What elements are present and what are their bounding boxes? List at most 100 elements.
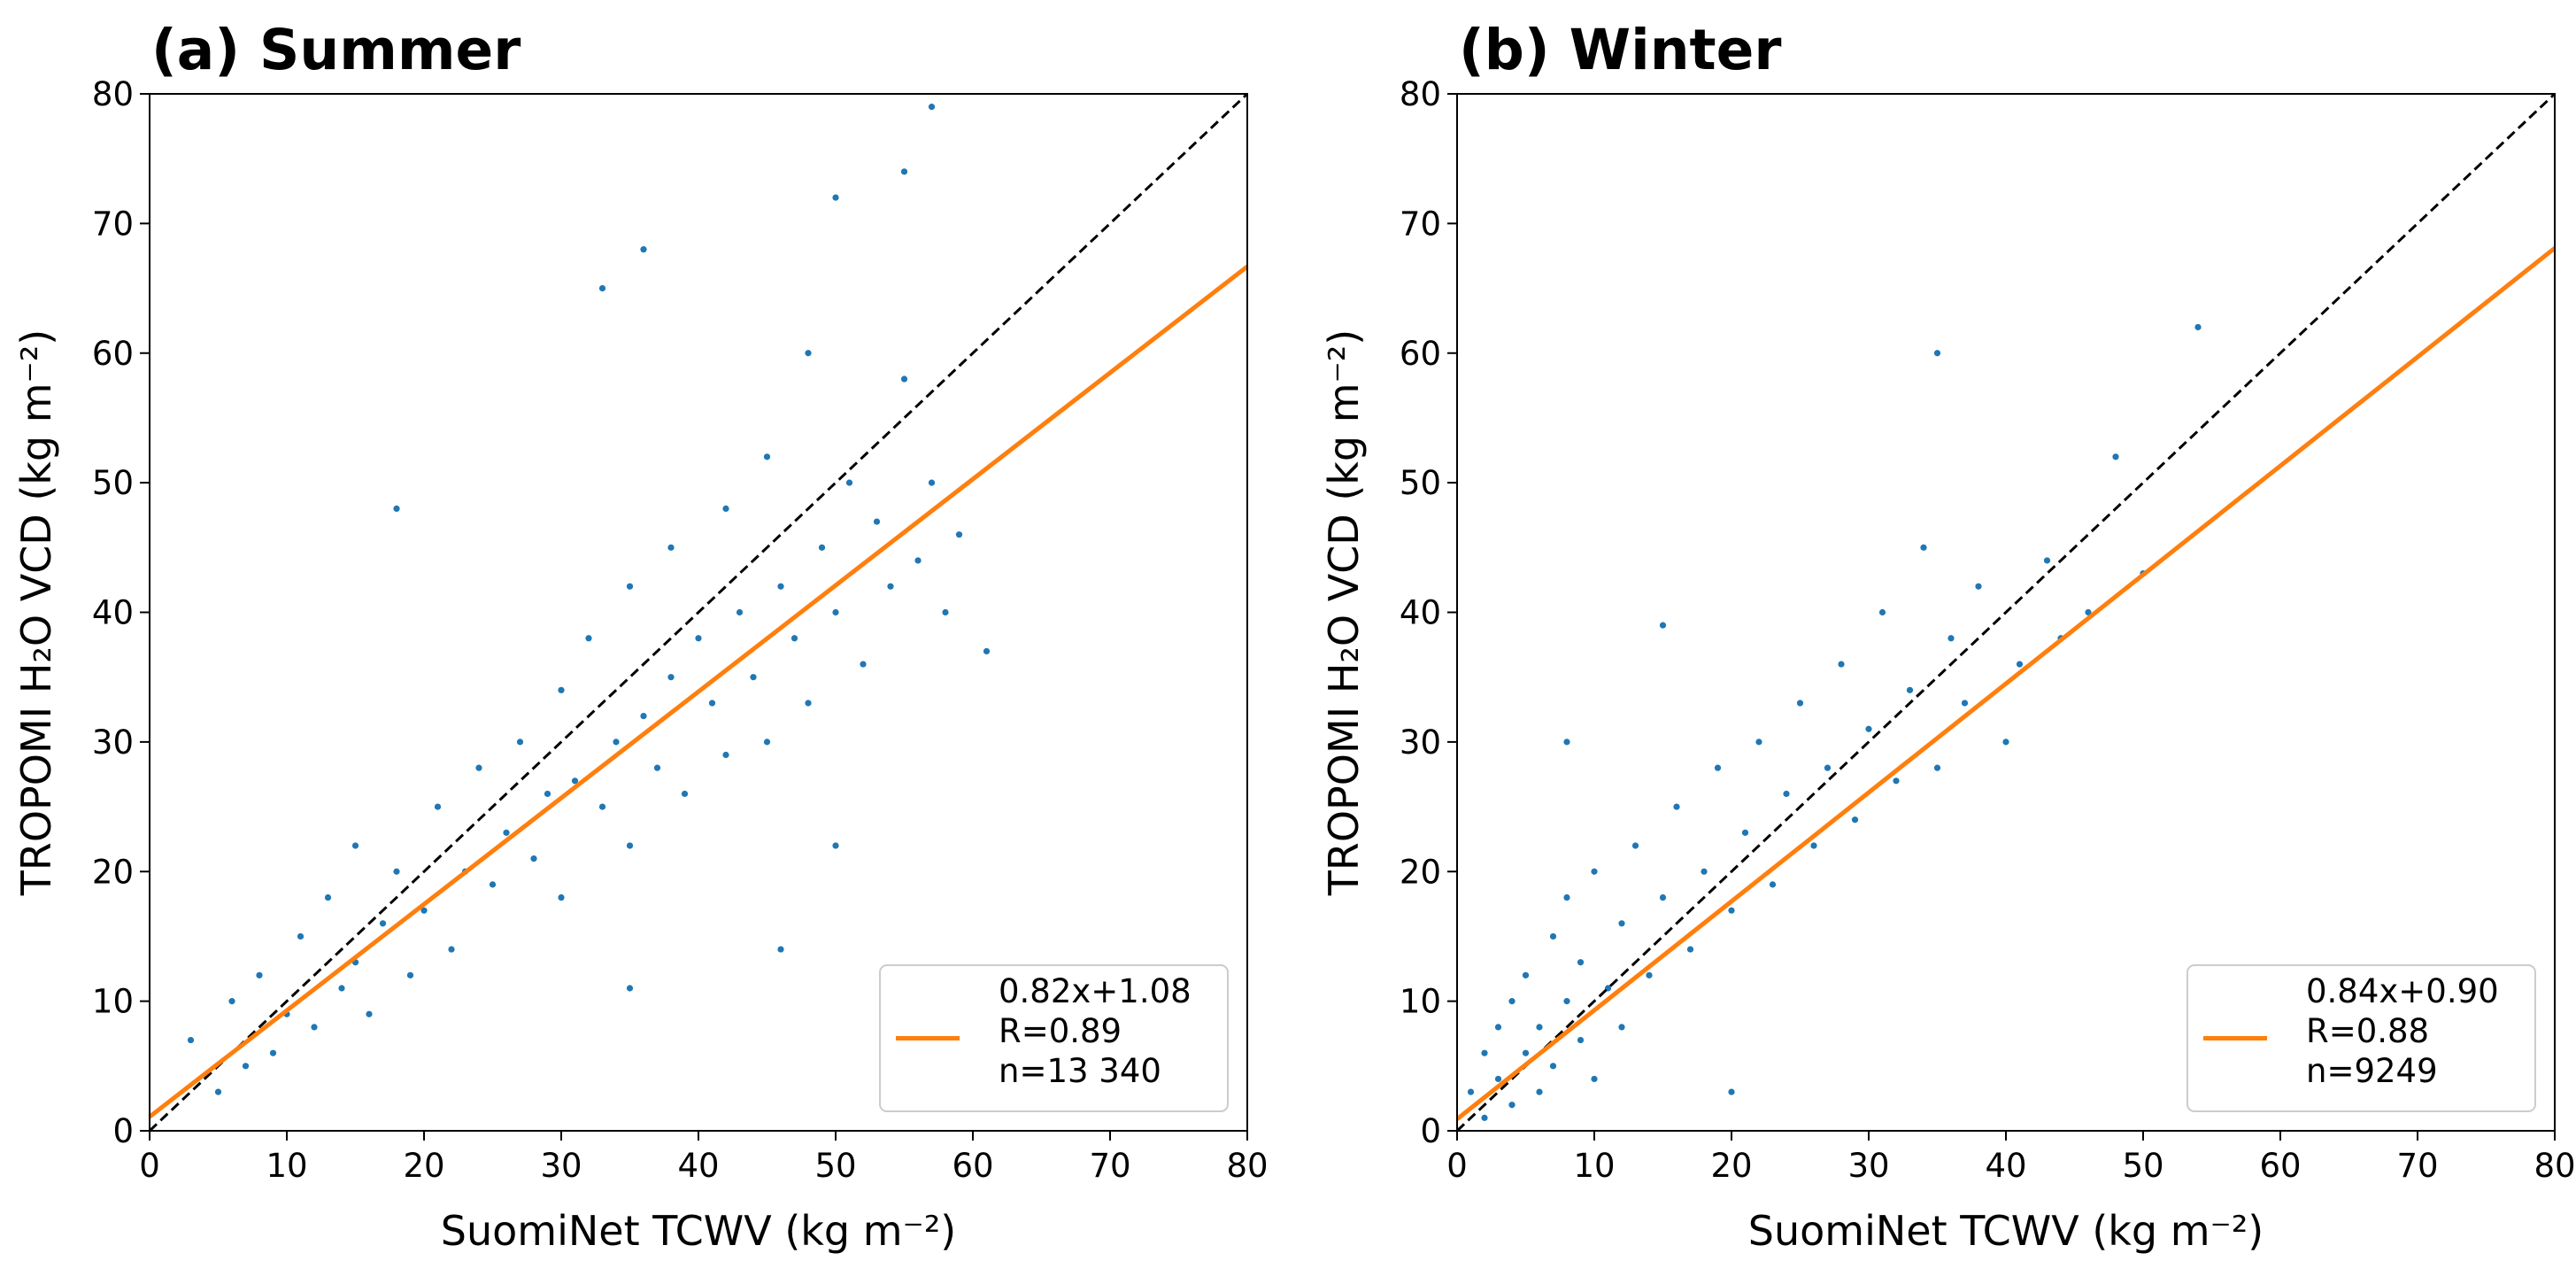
scatter-point bbox=[1824, 764, 1832, 771]
scatter-point bbox=[228, 998, 235, 1005]
y-tick-label: 60 bbox=[92, 335, 134, 373]
y-tick-label: 70 bbox=[92, 205, 134, 243]
scatter-point bbox=[1549, 1063, 1557, 1070]
scatter-point bbox=[379, 920, 387, 927]
scatter-point bbox=[1508, 1102, 1516, 1109]
scatter-point bbox=[955, 531, 963, 538]
scatter-point bbox=[338, 985, 345, 992]
scatter-point bbox=[558, 893, 565, 901]
scatter-point bbox=[805, 350, 812, 357]
legend-text: R=0.88 bbox=[2306, 1012, 2429, 1050]
identity-line bbox=[1455, 92, 2557, 1133]
scatter-point bbox=[1536, 1088, 1543, 1095]
y-tick-label: 20 bbox=[92, 853, 134, 891]
scatter-point bbox=[475, 764, 482, 771]
scatter-point bbox=[1618, 920, 1625, 927]
y-tick-label: 20 bbox=[1400, 853, 1441, 891]
scatter-point bbox=[1577, 959, 1585, 966]
scatter-point bbox=[503, 829, 510, 836]
x-tick-label: 80 bbox=[1226, 1147, 1268, 1185]
scatter-point bbox=[626, 985, 634, 992]
scatter-point bbox=[571, 777, 579, 785]
x-tick-label: 60 bbox=[2259, 1147, 2301, 1185]
scatter-point bbox=[928, 104, 936, 111]
scatter-point bbox=[2016, 661, 2024, 668]
scatter-point bbox=[653, 764, 661, 771]
scatter-point bbox=[832, 194, 839, 201]
y-axis-label: TROPOMI H₂O VCD (kg m⁻²) bbox=[1320, 329, 1368, 896]
scatter-point bbox=[544, 790, 551, 798]
scatter-point bbox=[667, 544, 675, 551]
scatter-point bbox=[640, 713, 647, 720]
scatter-point bbox=[1591, 868, 1598, 875]
scatter-point bbox=[667, 674, 675, 681]
scatter-point bbox=[420, 907, 428, 914]
scatter-point bbox=[777, 946, 784, 953]
x-tick-label: 0 bbox=[1446, 1147, 1468, 1185]
scatter-point bbox=[558, 686, 565, 693]
y-tick-label: 30 bbox=[92, 723, 134, 762]
x-tick-label: 0 bbox=[139, 1147, 160, 1185]
plot-area bbox=[148, 92, 1249, 1133]
scatter-point bbox=[750, 674, 757, 681]
scatter-point bbox=[1783, 790, 1790, 798]
scatter-point bbox=[695, 635, 702, 642]
scatter-point bbox=[1933, 764, 1941, 771]
scatter-point bbox=[1701, 868, 1708, 875]
scatter-point bbox=[1563, 998, 1570, 1005]
y-tick-label: 0 bbox=[112, 1112, 134, 1150]
scatter-point bbox=[1494, 1024, 1502, 1031]
scatter-point bbox=[351, 842, 359, 849]
scatter-point bbox=[1673, 803, 1680, 810]
scatter-point bbox=[598, 284, 606, 292]
panel-title: (b) Winter bbox=[1459, 18, 1781, 82]
x-tick-label: 80 bbox=[2534, 1147, 2575, 1185]
scatter-point bbox=[2085, 608, 2092, 616]
scatter-point bbox=[1851, 816, 1859, 824]
scatter-point bbox=[448, 946, 455, 953]
scatter-point bbox=[1481, 1049, 1488, 1056]
y-tick-label: 40 bbox=[1400, 594, 1441, 632]
x-axis-label: SuomiNet TCWV (kg m⁻²) bbox=[441, 1207, 956, 1255]
y-tick-label: 50 bbox=[92, 464, 134, 502]
scatter-point bbox=[1659, 893, 1667, 901]
scatter-point bbox=[1741, 829, 1749, 836]
y-tick-label: 40 bbox=[92, 594, 134, 632]
scatter-point bbox=[311, 1024, 318, 1031]
x-tick-label: 70 bbox=[1089, 1147, 1130, 1185]
scatter-point bbox=[1893, 777, 1900, 785]
scatter-point bbox=[1536, 1024, 1543, 1031]
y-tick-label: 60 bbox=[1400, 335, 1441, 373]
scatter-point bbox=[626, 842, 634, 849]
scatter-point bbox=[1577, 1036, 1585, 1044]
scatter-point bbox=[873, 518, 881, 525]
scatter-point bbox=[1714, 764, 1722, 771]
scatter-point bbox=[1494, 1075, 1502, 1083]
legend-text: 0.82x+1.08 bbox=[999, 972, 1192, 1010]
scatter-point bbox=[1467, 1088, 1475, 1095]
scatter-point bbox=[1755, 739, 1762, 746]
x-tick-label: 20 bbox=[1710, 1147, 1752, 1185]
x-tick-label: 40 bbox=[677, 1147, 719, 1185]
y-tick-label: 30 bbox=[1400, 723, 1441, 762]
scatter-point bbox=[214, 1088, 222, 1095]
scatter-point bbox=[434, 803, 442, 810]
y-tick-label: 80 bbox=[92, 75, 134, 113]
scatter-point bbox=[530, 855, 537, 862]
scatter-point bbox=[1563, 739, 1570, 746]
scatter-point bbox=[366, 1010, 373, 1017]
scatter-point bbox=[1522, 1049, 1530, 1056]
scatter-point bbox=[736, 608, 744, 616]
scatter-point bbox=[1563, 893, 1570, 901]
scatter-point bbox=[722, 751, 729, 759]
scatter-point bbox=[187, 1036, 195, 1044]
scatter-point bbox=[516, 739, 524, 746]
scatter-point bbox=[983, 647, 991, 655]
scatter-point bbox=[1686, 946, 1694, 953]
scatter-point bbox=[1865, 725, 1872, 732]
y-tick-label: 70 bbox=[1400, 205, 1441, 243]
scatter-point bbox=[1906, 686, 1914, 693]
scatter-point bbox=[1975, 583, 1982, 590]
identity-line bbox=[148, 92, 1249, 1133]
